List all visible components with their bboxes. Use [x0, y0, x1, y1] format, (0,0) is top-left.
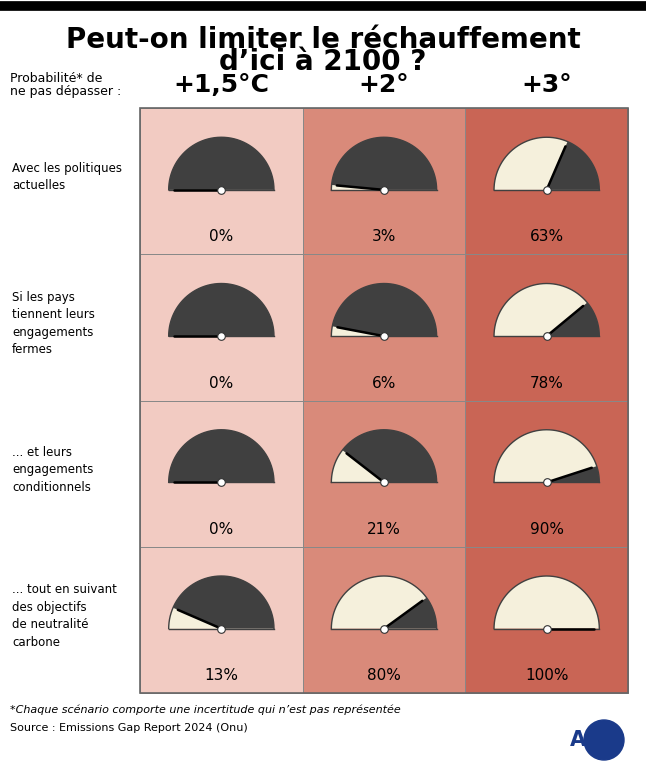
Text: +3°: +3°: [521, 73, 572, 97]
Bar: [303, 547, 465, 693]
Polygon shape: [169, 137, 274, 190]
Polygon shape: [547, 466, 599, 482]
Text: 78%: 78%: [530, 376, 563, 390]
Circle shape: [584, 720, 624, 760]
Bar: [140, 547, 303, 693]
Bar: [140, 108, 628, 693]
Polygon shape: [547, 141, 599, 190]
Text: ... tout en suivant
des objectifs
de neutralité
carbone: ... tout en suivant des objectifs de neu…: [12, 583, 117, 649]
Polygon shape: [331, 283, 437, 336]
Polygon shape: [494, 283, 599, 336]
Polygon shape: [331, 137, 437, 190]
Polygon shape: [494, 576, 599, 629]
Bar: [465, 400, 628, 547]
Text: +2°: +2°: [359, 73, 410, 97]
Polygon shape: [494, 137, 599, 190]
Text: 0%: 0%: [209, 230, 233, 244]
Bar: [140, 400, 303, 547]
Polygon shape: [547, 303, 599, 336]
Text: 80%: 80%: [367, 668, 401, 683]
Polygon shape: [494, 430, 599, 482]
Bar: [465, 547, 628, 693]
Text: Peut-on limiter le réchauffement: Peut-on limiter le réchauffement: [66, 26, 580, 54]
Text: 13%: 13%: [204, 668, 238, 683]
Text: 0%: 0%: [209, 521, 233, 537]
Polygon shape: [173, 576, 274, 629]
Polygon shape: [169, 430, 274, 482]
Text: Probabilité* de: Probabilité* de: [10, 71, 102, 84]
Text: 21%: 21%: [367, 521, 401, 537]
Polygon shape: [331, 430, 437, 482]
Polygon shape: [342, 430, 437, 482]
Text: Si les pays
tiennent leurs
engagements
fermes: Si les pays tiennent leurs engagements f…: [12, 290, 95, 356]
Bar: [303, 254, 465, 400]
Polygon shape: [169, 430, 274, 482]
Text: 6%: 6%: [372, 376, 396, 390]
Text: 3%: 3%: [372, 230, 396, 244]
Text: d’ici à 2100 ?: d’ici à 2100 ?: [219, 48, 427, 76]
Text: +1,5°C: +1,5°C: [173, 73, 269, 97]
Text: AFP: AFP: [570, 730, 616, 750]
Bar: [465, 108, 628, 254]
Text: 100%: 100%: [525, 668, 568, 683]
Text: ne pas dépasser :: ne pas dépasser :: [10, 85, 121, 98]
Text: *Chaque scénario comporte une incertitude qui n’est pas représentée: *Chaque scénario comporte une incertitud…: [10, 705, 401, 715]
Text: Avec les politiques
actuelles: Avec les politiques actuelles: [12, 162, 122, 192]
Bar: [140, 254, 303, 400]
Bar: [303, 108, 465, 254]
Text: ... et leurs
engagements
conditionnels: ... et leurs engagements conditionnels: [12, 445, 94, 494]
Polygon shape: [169, 283, 274, 336]
Polygon shape: [331, 137, 437, 190]
Text: 0%: 0%: [209, 376, 233, 390]
Bar: [465, 254, 628, 400]
Polygon shape: [331, 576, 437, 629]
Bar: [140, 108, 303, 254]
Text: 63%: 63%: [530, 230, 564, 244]
Polygon shape: [169, 283, 274, 336]
Text: 90%: 90%: [530, 521, 564, 537]
Polygon shape: [169, 576, 274, 629]
Text: Source : Emissions Gap Report 2024 (Onu): Source : Emissions Gap Report 2024 (Onu): [10, 723, 248, 733]
Polygon shape: [332, 283, 437, 336]
Polygon shape: [384, 598, 437, 629]
Bar: [303, 400, 465, 547]
Polygon shape: [169, 137, 274, 190]
